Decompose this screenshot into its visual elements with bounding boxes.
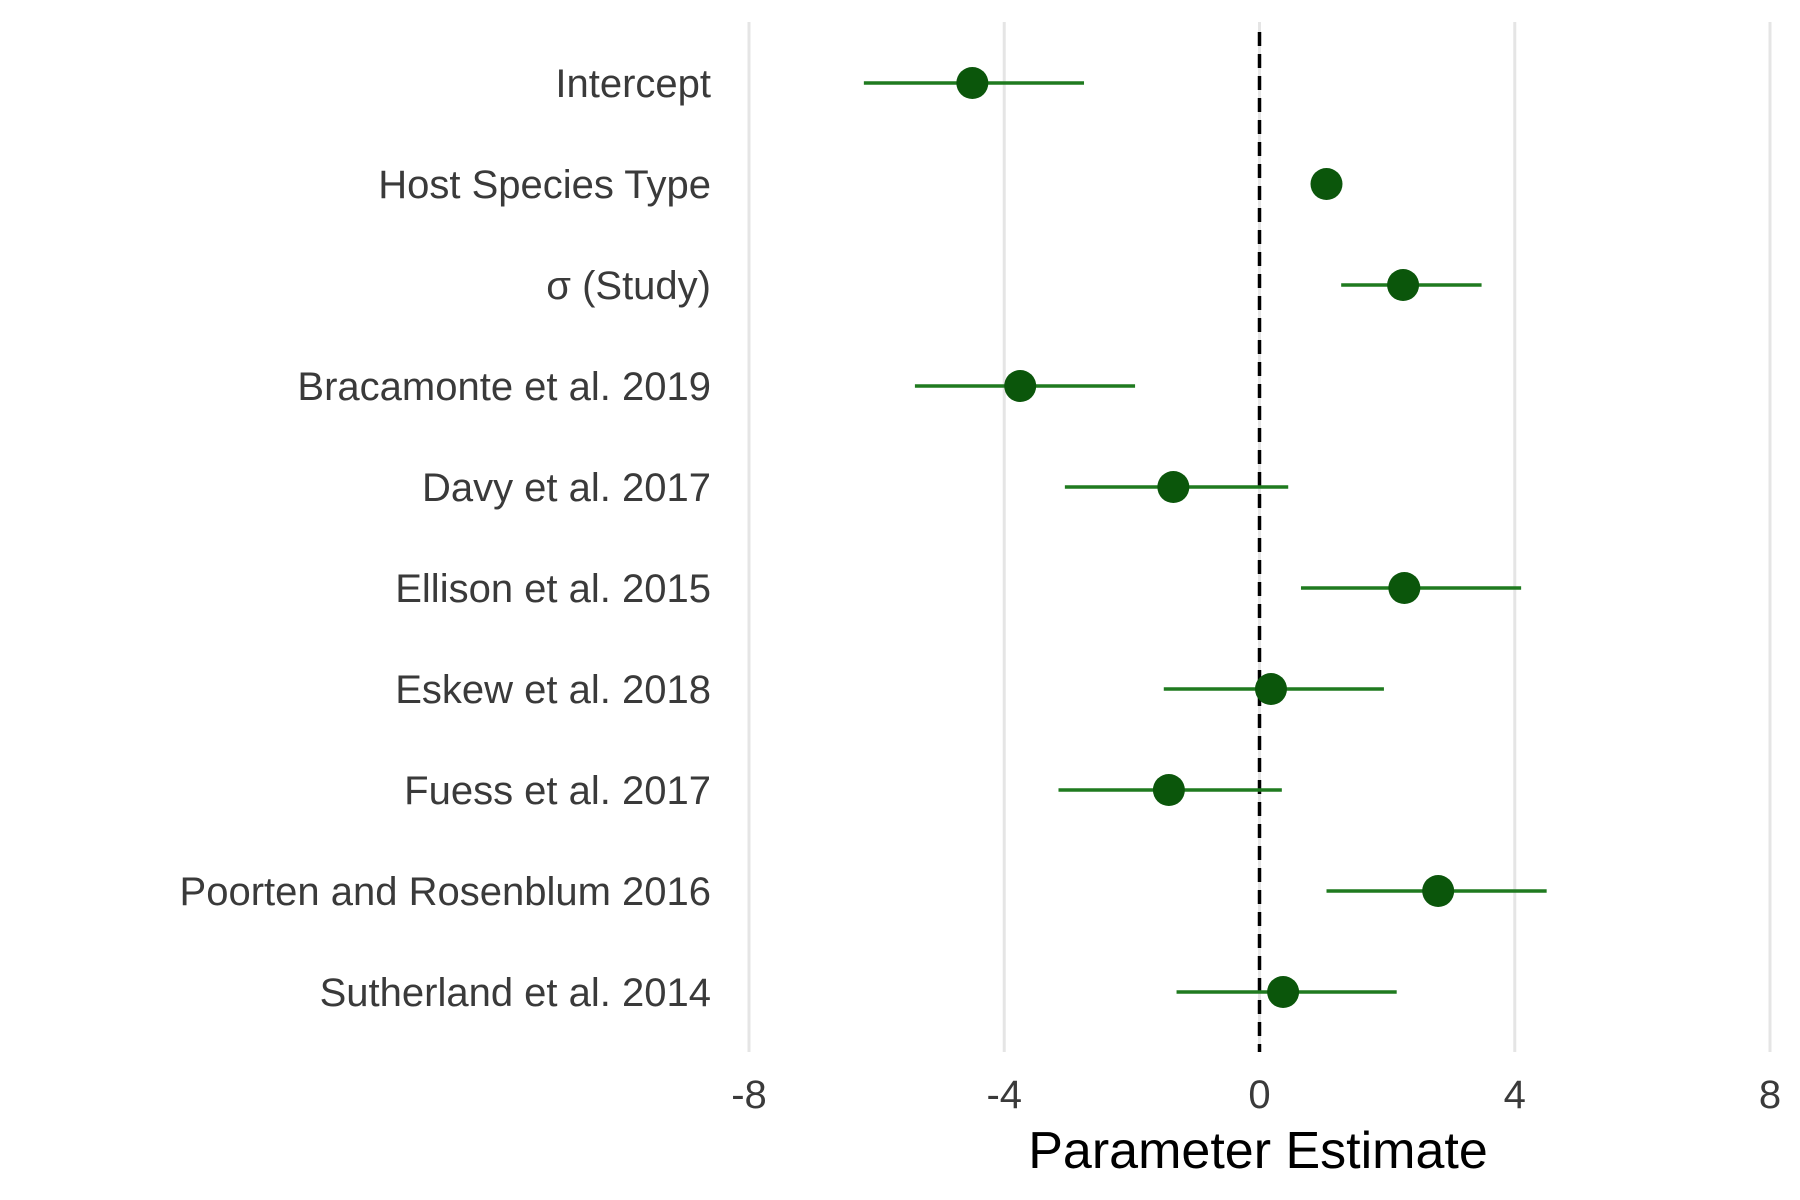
- estimate-point: [1388, 572, 1421, 604]
- category-labels: Intercept Host Species Type σ (Study) Braca…: [180, 62, 711, 1015]
- estimate-point: [956, 67, 989, 99]
- category-label: Host Species Type: [378, 163, 711, 207]
- category-label: σ (Study): [546, 264, 711, 308]
- category-label: Poorten and Rosenblum 2016: [180, 870, 711, 914]
- point-group: [956, 67, 1455, 1008]
- category-label: Intercept: [555, 62, 711, 106]
- estimate-point: [1254, 673, 1287, 705]
- category-label: Ellison et al. 2015: [395, 567, 711, 611]
- category-label: Davy et al. 2017: [422, 466, 711, 510]
- category-label: Fuess et al. 2017: [404, 769, 711, 813]
- category-label: Sutherland et al. 2014: [320, 971, 711, 1015]
- x-tick-label: 8: [1759, 1073, 1781, 1117]
- x-tick-labels: -8 -4 0 4 8: [731, 1073, 1781, 1117]
- estimate-point: [1387, 269, 1420, 301]
- estimate-point: [1267, 976, 1300, 1008]
- estimate-point: [1310, 168, 1343, 200]
- estimate-point: [1422, 875, 1455, 907]
- estimate-point: [1004, 370, 1037, 402]
- category-label: Eskew et al. 2018: [395, 668, 711, 712]
- x-tick-label: -4: [986, 1073, 1022, 1117]
- x-tick-label: 0: [1248, 1073, 1270, 1117]
- interval-group: [863, 81, 1547, 994]
- x-tick-label: 4: [1504, 1073, 1526, 1117]
- estimate-point: [1152, 774, 1185, 806]
- x-tick-label: -8: [731, 1073, 767, 1117]
- x-axis-title: Parameter Estimate: [1028, 1122, 1488, 1180]
- category-label: Bracamonte et al. 2019: [297, 365, 711, 409]
- estimate-point: [1157, 471, 1190, 503]
